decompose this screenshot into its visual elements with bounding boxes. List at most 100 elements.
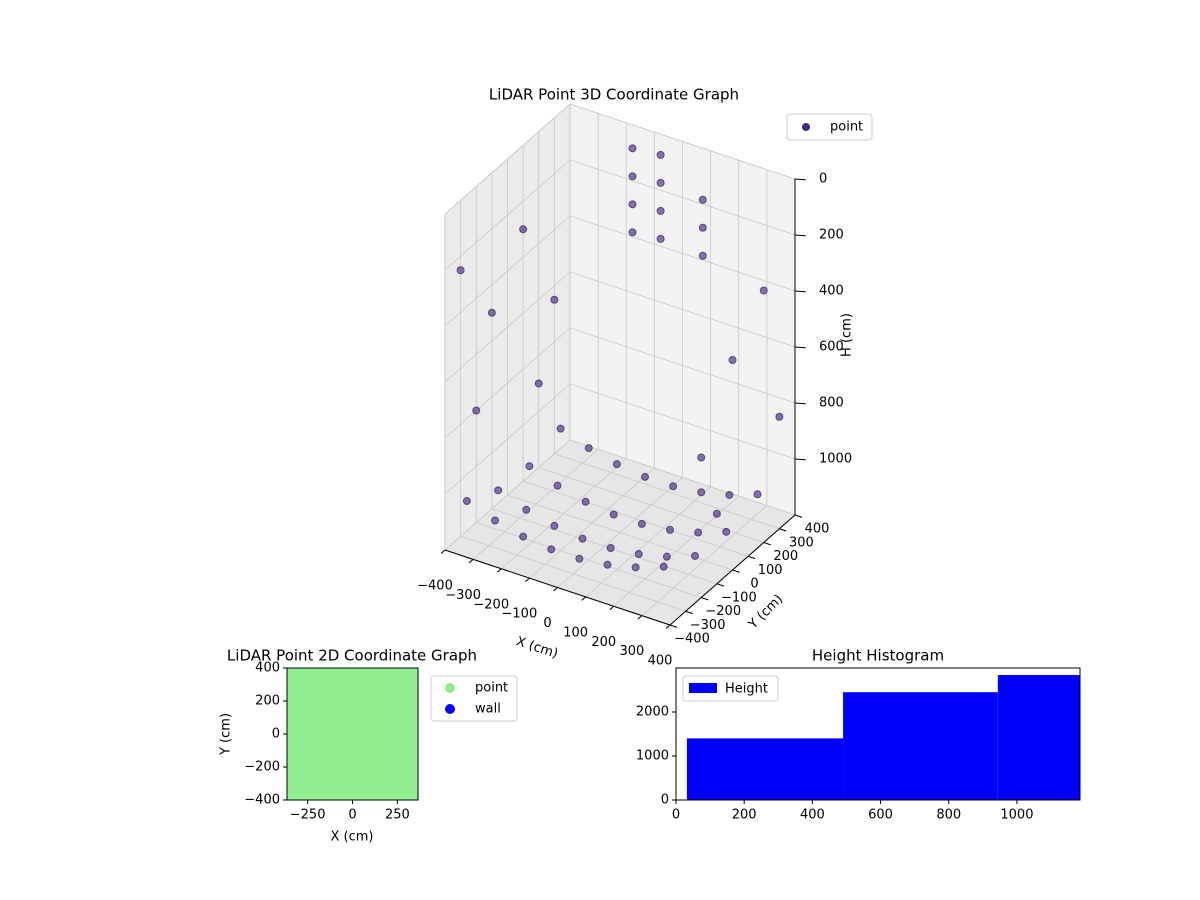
point [575, 554, 584, 563]
point [753, 490, 762, 499]
grid-line [444, 383, 571, 495]
point [462, 497, 471, 506]
tick-mark [794, 346, 806, 349]
point [556, 424, 565, 433]
tick-mark [440, 549, 446, 554]
point [411, 668, 418, 680]
x-tick-label: −200 [473, 597, 509, 612]
z-tick-label: 600 [819, 340, 844, 355]
chart-title: LiDAR Point 3D Coordinate Graph [489, 86, 739, 104]
y-tick-label: 100 [758, 563, 783, 578]
tick-mark [747, 555, 756, 560]
axis-label: Y (cm) [219, 713, 234, 756]
y-tick-label: 200 [255, 694, 280, 709]
point [581, 497, 590, 506]
point [628, 144, 637, 153]
tick-mark [779, 528, 787, 532]
point [628, 228, 637, 237]
point [634, 550, 643, 559]
point [656, 234, 665, 243]
grid-line [554, 453, 780, 530]
legend-label: Height [725, 682, 768, 697]
point [456, 266, 465, 275]
chart-title: LiDAR Point 2D Coordinate Graph [227, 647, 477, 665]
point [472, 406, 481, 415]
grid-line [569, 103, 796, 180]
tick-mark [581, 596, 586, 601]
point [662, 552, 671, 561]
x-tick-label: 200 [591, 635, 616, 650]
axis-line [444, 549, 671, 626]
tick-mark [497, 568, 502, 573]
chart-title: Height Histogram [812, 647, 944, 665]
point [603, 560, 612, 569]
x-tick-label: −400 [417, 579, 453, 594]
point [519, 225, 528, 234]
point [728, 356, 737, 364]
tick-mark [763, 542, 771, 546]
grid-line [460, 535, 686, 612]
point [669, 482, 678, 491]
point [697, 488, 706, 497]
y-tick-label: 2000 [636, 705, 669, 720]
tick-mark [637, 615, 643, 620]
point [697, 453, 706, 462]
tick-mark [794, 514, 803, 518]
grid-line [522, 480, 749, 557]
legend-box [430, 675, 518, 722]
y-tick-label: −400 [674, 632, 710, 647]
y-tick-label: 0 [272, 727, 280, 742]
grid-line [444, 215, 571, 327]
point [712, 509, 721, 518]
grid-line [476, 522, 702, 598]
grid-line [569, 383, 796, 460]
tick-mark [669, 624, 678, 628]
point [494, 486, 503, 495]
y-tick-label: −200 [705, 604, 741, 619]
y-tick-label: −300 [690, 618, 726, 633]
point [641, 472, 649, 481]
point [628, 200, 637, 209]
point [487, 308, 496, 317]
point [612, 460, 621, 469]
point [656, 150, 665, 159]
z-tick-label: 1000 [819, 452, 852, 467]
tick-mark [794, 402, 806, 405]
x-tick-label: 100 [563, 625, 588, 640]
point [584, 444, 593, 453]
tick-mark [468, 558, 474, 564]
point [725, 490, 734, 499]
point [491, 516, 499, 525]
x-tick-label: −100 [502, 607, 538, 622]
point [609, 510, 618, 519]
tick-mark [553, 587, 558, 592]
point [698, 251, 707, 260]
point [694, 528, 703, 537]
axes-frame [675, 667, 1081, 801]
point [656, 178, 665, 187]
z-tick-label: 800 [819, 396, 844, 411]
x-tick-label: −250 [290, 808, 326, 823]
x-tick-label: −300 [445, 588, 481, 603]
z-tick-label: 200 [819, 228, 844, 243]
grid-line [491, 508, 718, 585]
z-tick-label: 0 [819, 172, 827, 187]
x-tick-label: 200 [732, 808, 757, 823]
point [522, 505, 531, 514]
point [631, 563, 640, 572]
x-tick-label: 0 [543, 616, 551, 631]
point [628, 172, 637, 181]
point [656, 206, 665, 215]
y-tick-label: 400 [805, 522, 830, 537]
y-tick-label: 200 [773, 549, 798, 564]
x-tick-label: 600 [868, 808, 893, 823]
grid-line [569, 215, 796, 292]
tick-mark [716, 583, 725, 587]
point [698, 195, 707, 204]
point [578, 534, 587, 543]
legend-label: wall [475, 702, 501, 717]
point [759, 286, 768, 295]
bar [843, 692, 998, 800]
x-tick-label: 0 [672, 808, 680, 823]
